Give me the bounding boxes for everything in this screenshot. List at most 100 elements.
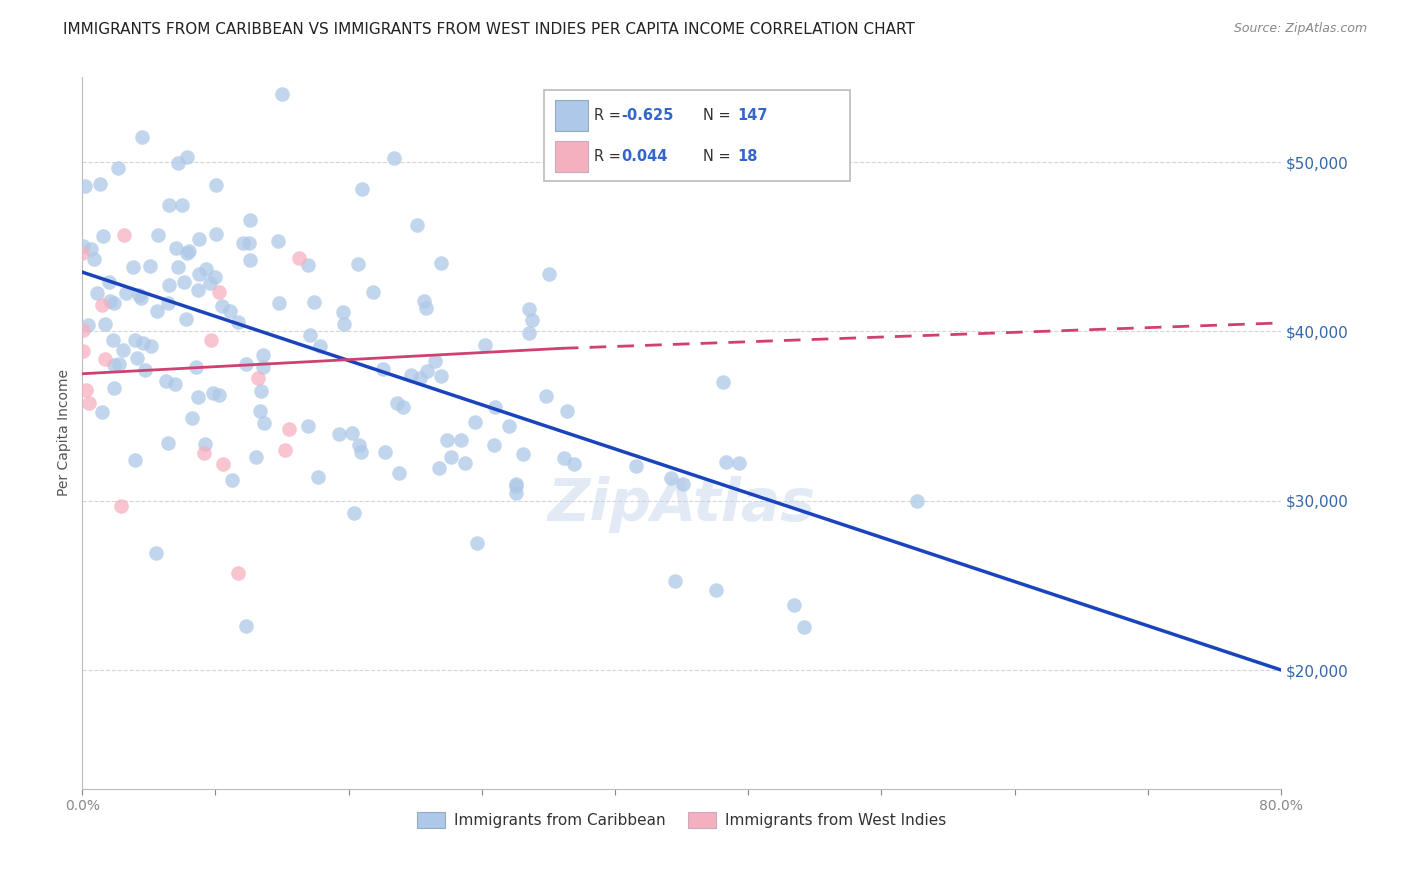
Point — [436, 433, 458, 447]
Point — [174, 311, 197, 326]
Point — [188, 232, 211, 246]
Point — [226, 314, 249, 328]
Point — [498, 418, 520, 433]
Point — [139, 259, 162, 273]
Point — [176, 150, 198, 164]
Point — [267, 234, 290, 248]
Point — [170, 197, 193, 211]
Point — [200, 333, 222, 347]
Point — [714, 455, 737, 469]
Point — [297, 419, 319, 434]
Point — [553, 451, 575, 466]
Point — [727, 456, 749, 470]
Point — [132, 336, 155, 351]
Point — [128, 287, 150, 301]
Point — [157, 198, 180, 212]
Point — [505, 485, 527, 500]
FancyBboxPatch shape — [554, 100, 588, 131]
Point — [405, 219, 427, 233]
Text: 147: 147 — [737, 108, 768, 123]
Point — [387, 396, 409, 410]
Point — [176, 246, 198, 260]
Point — [184, 359, 207, 374]
Text: 0.044: 0.044 — [621, 149, 668, 164]
Point — [219, 304, 242, 318]
Point — [278, 422, 301, 436]
Point — [207, 285, 229, 299]
Point — [412, 293, 434, 308]
Point — [134, 362, 156, 376]
Point — [180, 411, 202, 425]
Point — [252, 348, 274, 362]
Point — [177, 244, 200, 259]
Point — [517, 326, 540, 341]
Point — [235, 357, 257, 371]
Point — [103, 382, 125, 396]
Point — [72, 323, 94, 337]
Point — [146, 228, 169, 243]
Point — [408, 371, 430, 385]
Y-axis label: Per Capita Income: Per Capita Income — [58, 369, 72, 497]
Point — [226, 566, 249, 580]
Point — [536, 389, 558, 403]
Point — [562, 457, 585, 471]
Legend: Immigrants from Caribbean, Immigrants from West Indies: Immigrants from Caribbean, Immigrants fr… — [411, 806, 952, 834]
Point — [146, 304, 169, 318]
Point — [332, 304, 354, 318]
Point — [98, 293, 121, 308]
Point — [274, 442, 297, 457]
Text: Source: ZipAtlas.com: Source: ZipAtlas.com — [1233, 22, 1367, 36]
Point — [94, 317, 117, 331]
Point — [440, 450, 463, 464]
Point — [454, 456, 477, 470]
Point — [538, 267, 561, 281]
Point — [392, 401, 415, 415]
Point — [484, 400, 506, 414]
Point — [173, 275, 195, 289]
Point — [288, 252, 311, 266]
Point — [465, 536, 488, 550]
Point — [165, 376, 187, 391]
Point — [430, 256, 453, 270]
Point — [89, 177, 111, 191]
Point — [194, 262, 217, 277]
Point — [72, 239, 94, 253]
Point — [112, 343, 135, 357]
Point — [193, 436, 215, 450]
Point — [415, 301, 437, 315]
Text: N =: N = — [703, 108, 735, 123]
Point — [211, 299, 233, 313]
Point — [450, 433, 472, 447]
Point — [299, 328, 322, 343]
Point — [474, 338, 496, 352]
Point — [155, 374, 177, 388]
Point — [115, 286, 138, 301]
Point — [187, 268, 209, 282]
Point — [167, 260, 190, 274]
Point — [72, 343, 94, 358]
Point — [239, 212, 262, 227]
Point — [157, 277, 180, 292]
Point — [122, 260, 145, 275]
Point — [249, 384, 271, 399]
Point — [207, 388, 229, 402]
Point — [221, 473, 243, 487]
Point — [905, 493, 928, 508]
Point — [430, 369, 453, 384]
Point — [232, 236, 254, 251]
Point — [555, 403, 578, 417]
Point — [246, 370, 269, 384]
Point — [204, 269, 226, 284]
Point — [80, 242, 103, 256]
Text: R =: R = — [595, 149, 630, 164]
Point — [204, 178, 226, 193]
Point — [110, 500, 132, 514]
Point — [664, 574, 686, 589]
Point — [167, 156, 190, 170]
Point — [309, 339, 332, 353]
Text: -0.625: -0.625 — [621, 108, 673, 123]
FancyBboxPatch shape — [554, 141, 588, 172]
Point — [187, 283, 209, 297]
Point — [429, 461, 451, 475]
Point — [464, 415, 486, 429]
